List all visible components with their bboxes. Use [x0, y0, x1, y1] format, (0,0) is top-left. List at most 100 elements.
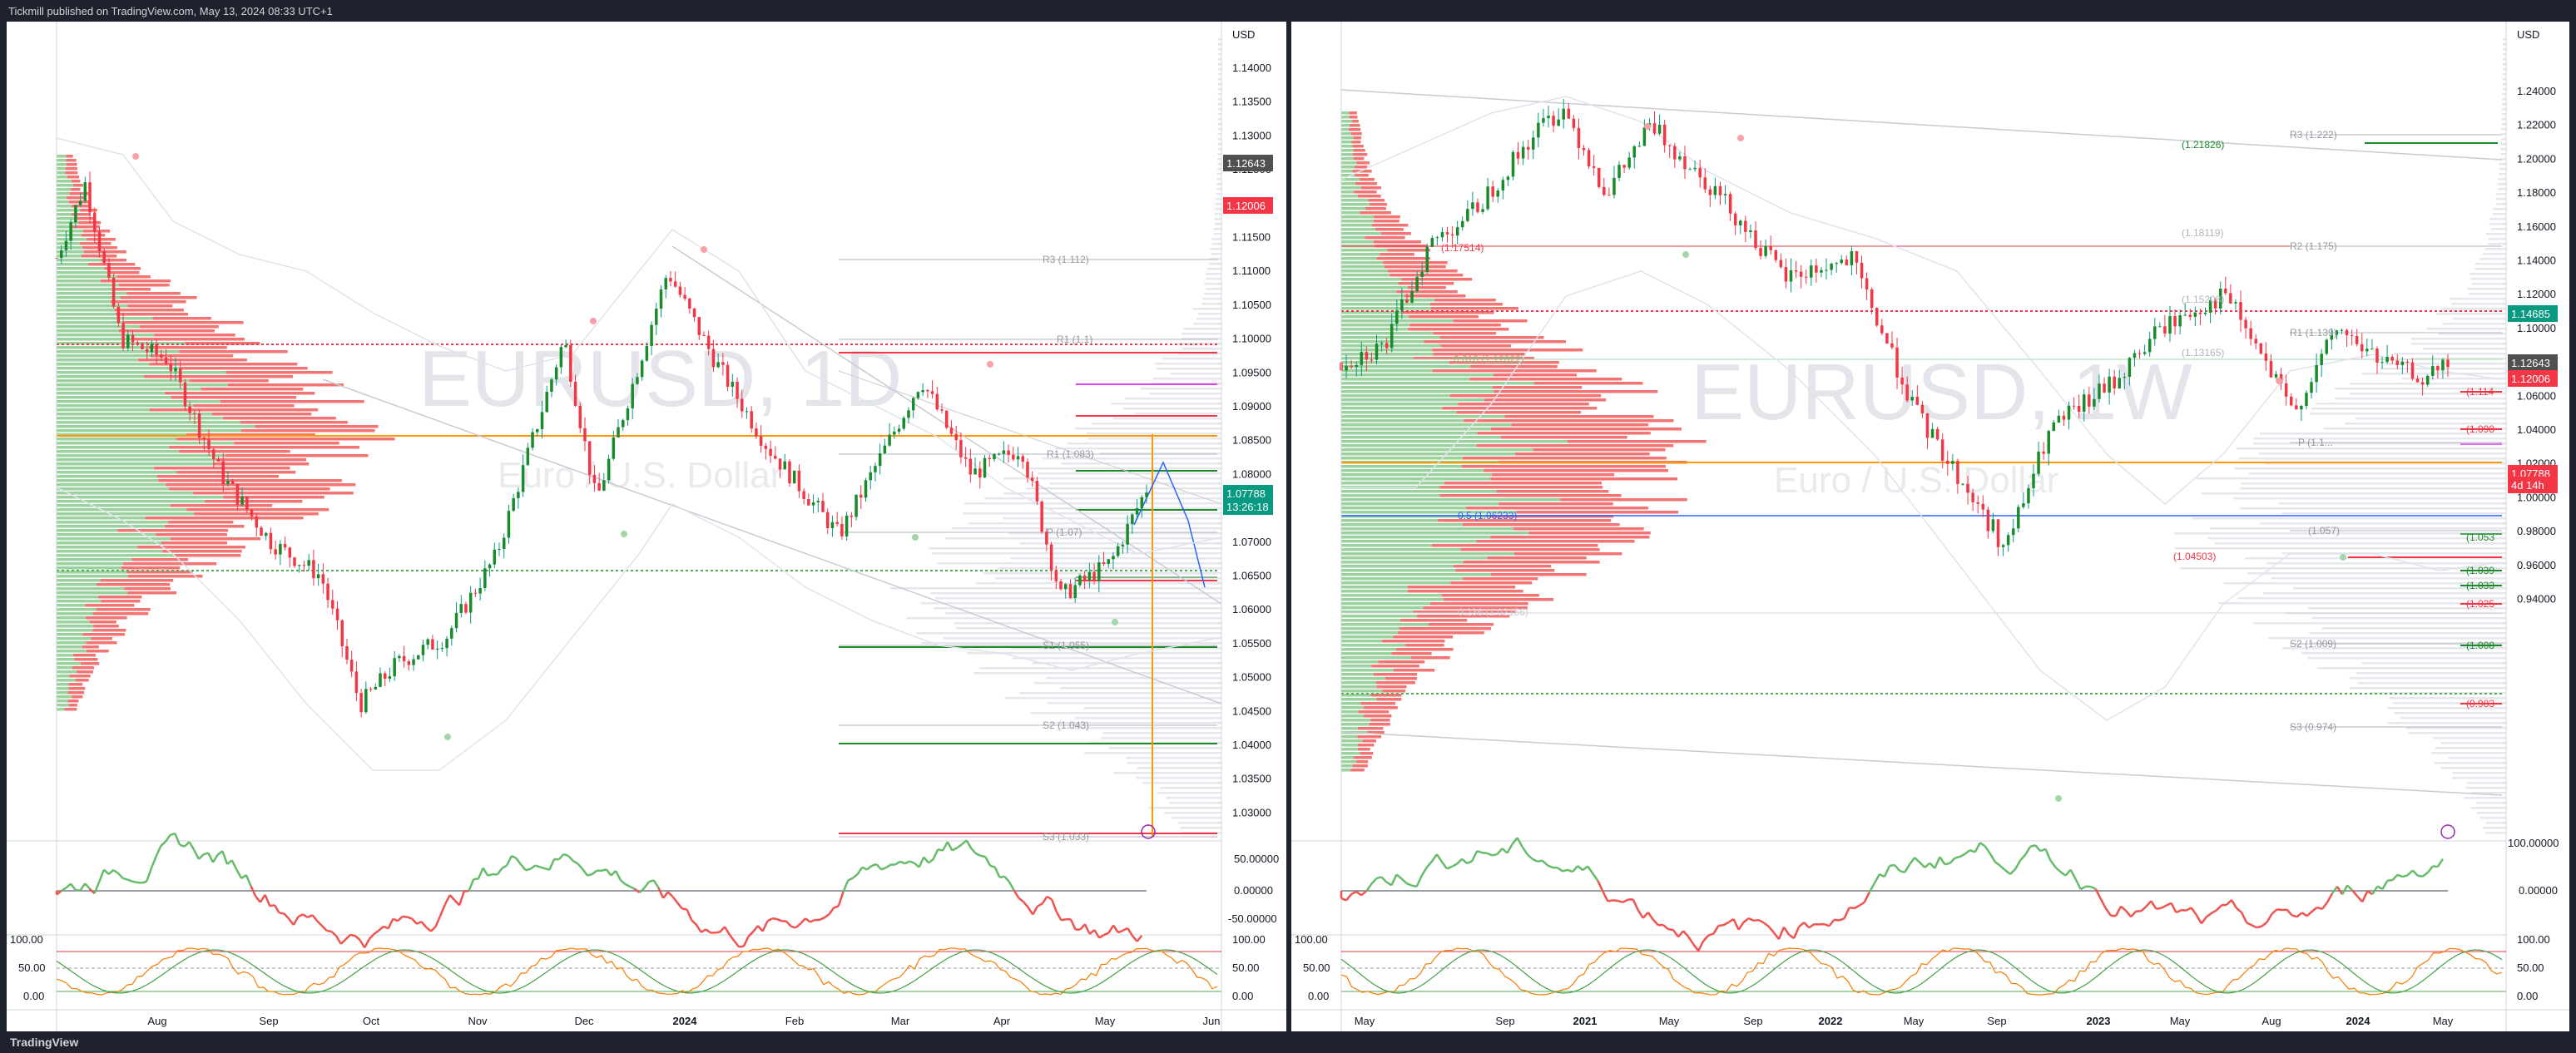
- osc-segment: [1652, 918, 1659, 927]
- candle-body: [435, 648, 439, 650]
- vp-bar-up: [1341, 382, 1534, 385]
- vrvp-bar: [954, 622, 1221, 625]
- vrvp-bar: [1055, 447, 1221, 450]
- vp-bar-up: [57, 321, 123, 324]
- osc-segment: [2241, 912, 2248, 923]
- osc-tick: 50.00000: [1234, 853, 1279, 865]
- price-axis-ticks[interactable]: 1.140001.135001.130001.125001.120001.115…: [1232, 62, 1271, 818]
- trend-line-1[interactable]: [1340, 89, 2503, 161]
- right-chart-svg[interactable]: EURUSD, 1W Euro / U.S. Dollar R3 (1.222)…: [1291, 22, 2569, 1031]
- vp-bar-down: [1424, 340, 1566, 344]
- candle-body: [2249, 328, 2252, 339]
- vp-bar-up: [57, 500, 206, 503]
- tradingview-logo[interactable]: TradingView: [10, 1036, 79, 1049]
- candle-body: [1956, 461, 1959, 484]
- vrvp-bar: [2440, 308, 2506, 310]
- candlestick-series[interactable]: [55, 171, 1148, 718]
- vrvp-bar: [1217, 108, 1221, 111]
- osc-segment: [407, 916, 413, 920]
- vp-bar-down: [1376, 257, 1430, 260]
- vrvp-bar: [1215, 208, 1221, 210]
- vrvp-bar: [2433, 737, 2506, 739]
- time-tick: 2024: [673, 1015, 698, 1027]
- vp-bar-down: [72, 695, 83, 699]
- right-chart-panel[interactable]: EURUSD, 1W Euro / U.S. Dollar R3 (1.222)…: [1291, 22, 2569, 1031]
- candle-body: [340, 620, 344, 646]
- time-tick: May: [2433, 1015, 2454, 1027]
- stoch-tick-left: 0.00: [23, 990, 44, 1002]
- vrvp-bar: [1068, 727, 1221, 729]
- candle-body: [464, 604, 468, 613]
- vp-bar-down: [1409, 315, 1479, 319]
- vp-bar-down: [121, 566, 181, 570]
- vp-bar-down: [1434, 299, 1496, 302]
- level-label: (1.04503): [2173, 551, 2216, 562]
- vp-bar-down: [1396, 290, 1458, 294]
- vp-bar-down: [72, 225, 101, 229]
- osc-segment: [411, 917, 418, 925]
- vrvp-bar: [2335, 388, 2506, 390]
- candle-body: [1466, 209, 1469, 221]
- vp-bar-down: [1476, 540, 1635, 543]
- vp-bar-down: [1390, 274, 1464, 277]
- trend-line-3[interactable]: [838, 370, 1222, 505]
- vp-bar-up: [57, 566, 121, 570]
- candle-body: [1961, 483, 1964, 485]
- trend-line-2[interactable]: [322, 378, 1222, 704]
- trend-line-2[interactable]: [1340, 731, 2503, 796]
- osc-segment: [1430, 853, 1438, 863]
- vrvp-bar: [2410, 338, 2506, 340]
- vrvp-bar: [2266, 562, 2506, 565]
- vp-bar-up: [57, 483, 166, 487]
- time-axis-ticks[interactable]: May Sep 2021 May Sep 2022 May Sep 2023 May Aug 2024…: [1355, 1015, 2454, 1027]
- vrvp-bar: [2422, 348, 2506, 350]
- vrvp-bar: [2442, 323, 2506, 325]
- vp-bar-down: [1407, 586, 1516, 589]
- vp-bar-up: [57, 408, 150, 412]
- vp-bar-down: [205, 500, 303, 503]
- vrvp-bar: [1217, 153, 1221, 156]
- candle-body: [1744, 220, 1747, 232]
- vp-bar-up: [1341, 669, 1394, 672]
- osc-segment: [1608, 899, 1613, 902]
- left-chart-svg[interactable]: EURUSD, 1D Euro / U.S. Dollar R3 (1.112)…: [7, 22, 1286, 1031]
- candle-body: [2158, 326, 2162, 328]
- candle-body: [578, 405, 582, 428]
- candle-body: [916, 392, 920, 398]
- event-icon[interactable]: [2440, 824, 2455, 839]
- vrvp-bar: [2490, 228, 2506, 230]
- price-axis-ticks[interactable]: 1.240001.220001.200001.180001.160001.140…: [2517, 85, 2556, 606]
- candle-body: [540, 412, 544, 429]
- osc-segment: [742, 936, 750, 947]
- osc-segment: [1979, 842, 1986, 848]
- left-chart-panel[interactable]: EURUSD, 1D Euro / U.S. Dollar R3 (1.112)…: [7, 22, 1286, 1031]
- vp-bar-down: [137, 546, 245, 549]
- time-axis-ticks[interactable]: Aug Sep Oct Nov Dec 2024 Feb Mar Apr May Jun: [147, 1015, 1220, 1027]
- vrvp-bar: [964, 502, 1221, 505]
- osc-segment: [255, 895, 261, 903]
- candlestick-series[interactable]: [1340, 98, 2450, 556]
- vp-bar-down: [1500, 436, 1627, 439]
- price-tick: 1.10000: [2517, 322, 2556, 334]
- vp-bar-up: [1341, 673, 1374, 676]
- event-icon[interactable]: [1141, 824, 1156, 839]
- candle-body: [2006, 535, 2010, 546]
- vrvp-bar: [2196, 477, 2506, 480]
- osc-segment: [529, 864, 537, 870]
- vrvp-bar: [2485, 822, 2506, 824]
- vp-bar-down: [1470, 365, 1558, 368]
- osc-segment: [1834, 918, 1840, 922]
- visible-range-profile: [890, 38, 1221, 834]
- projection-path[interactable]: [1133, 461, 1206, 588]
- vp-bar-up: [57, 425, 255, 428]
- candle-body: [2133, 353, 2137, 358]
- vrvp-bar: [1102, 732, 1221, 734]
- vp-bar-up: [1341, 756, 1355, 759]
- vp-bar-down: [186, 433, 315, 437]
- candle-body: [1360, 352, 1364, 365]
- vp-bar-up: [1341, 457, 1463, 460]
- vp-bar-down: [67, 176, 80, 179]
- osc-segment: [1914, 857, 1921, 863]
- vp-bar-up: [1341, 120, 1353, 123]
- vp-bar-up: [57, 670, 77, 674]
